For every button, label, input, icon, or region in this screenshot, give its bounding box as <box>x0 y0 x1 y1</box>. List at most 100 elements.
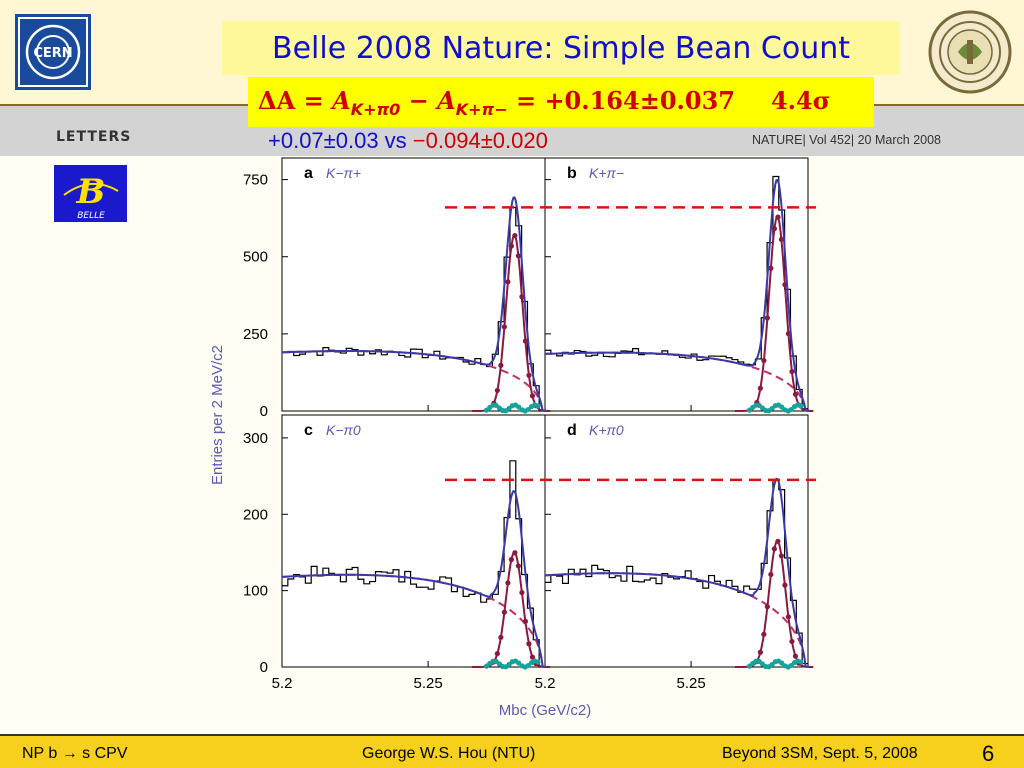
formula-a1: A <box>332 85 351 115</box>
signal-point <box>792 391 799 397</box>
signal-point <box>778 553 785 559</box>
letters-label: LETTERS <box>56 129 132 145</box>
signal-point <box>526 372 532 378</box>
signal-point <box>771 546 777 552</box>
signal-point <box>529 654 536 660</box>
panel-letter: c <box>304 422 313 439</box>
mbc-distribution-chart: 0 250 500 750 0 100 200 300 5.2 5.25 5.2 5.25 Entrie… <box>209 157 816 719</box>
formula-a2: A <box>437 85 456 115</box>
formula-equals: = <box>295 85 333 115</box>
footer-bar: NP b → s CPV George W.S. Hou (NTU) Beyon… <box>0 734 1024 768</box>
signal-point <box>522 618 529 624</box>
comparison-right: −0.094±0.020 <box>412 128 548 153</box>
signal-point <box>512 232 518 239</box>
formula-delta-a: ΔA <box>258 85 296 115</box>
panel-frame <box>544 414 809 668</box>
signal-point <box>529 393 536 399</box>
svg-text:B: B <box>76 172 106 212</box>
data-histogram <box>282 460 545 668</box>
asymmetry-formula: ΔA = AK+π0 − AK+π− = +0.164±0.037 4.4σ <box>258 86 830 119</box>
total-fit-curve <box>281 490 547 668</box>
data-histogram <box>545 479 808 665</box>
signal-point <box>768 571 774 578</box>
signal-point <box>761 631 767 637</box>
signal-point <box>775 538 781 544</box>
ntu-seal-icon <box>928 10 1012 94</box>
panel-mode-label: K+π0 <box>589 422 624 438</box>
cern-logo: CERN <box>15 14 91 90</box>
signal-point <box>512 550 518 556</box>
signal-point <box>778 236 785 243</box>
signal-point <box>785 614 792 620</box>
panel-letter: a <box>304 165 313 182</box>
panel-mode-label: K+π− <box>589 165 624 181</box>
signal-point <box>501 324 507 330</box>
belle-logo: B BELLE <box>54 165 127 222</box>
signal-point <box>768 265 774 271</box>
signal-point <box>789 638 795 645</box>
x-tick-label: 5.25 <box>677 675 706 692</box>
y-tick-label: 500 <box>243 249 268 266</box>
signal-point <box>498 634 504 640</box>
signal-point <box>519 589 525 596</box>
y-tick-label: 750 <box>243 172 268 189</box>
formula-significance: 4.4σ <box>770 85 831 115</box>
comparison-left: +0.07±0.03 vs <box>268 128 413 153</box>
signal-point <box>789 368 795 375</box>
signal-point <box>782 582 788 588</box>
panel-mode-label: K−π0 <box>326 422 361 438</box>
formula-minus: − <box>400 85 438 115</box>
data-histogram <box>282 206 545 412</box>
signal-point <box>764 315 770 321</box>
peaking-background-point <box>535 403 541 409</box>
signal-point <box>501 609 507 615</box>
peaking-background-point <box>798 403 804 409</box>
signal-point <box>508 556 514 563</box>
signal-point <box>519 294 525 300</box>
y-tick-label: 0 <box>260 403 268 420</box>
peaking-background-point <box>535 659 541 665</box>
panel-letter: d <box>567 422 577 439</box>
footer-event: Beyond 3SM, Sept. 5, 2008 <box>722 745 918 762</box>
x-tick-label: 5.2 <box>272 675 293 692</box>
signal-point <box>757 385 763 391</box>
total-fit-curve <box>281 196 547 412</box>
x-tick-label: 5.2 <box>535 675 556 692</box>
y-tick-label: 100 <box>243 583 268 600</box>
signal-point <box>522 338 529 344</box>
title-box: Belle 2008 Nature: Simple Bean Count <box>222 21 900 75</box>
signal-point <box>505 279 511 285</box>
x-tick-label: 5.25 <box>414 675 443 692</box>
signal-point <box>515 563 522 569</box>
x-axis-label: Mbc (GeV/c2) <box>499 702 592 719</box>
y-tick-label: 250 <box>243 326 268 343</box>
cern-logo-text: CERN <box>33 46 72 61</box>
signal-point <box>508 243 514 249</box>
panel-frame <box>281 157 546 412</box>
page-number: 6 <box>982 741 995 766</box>
peaking-background-point <box>798 659 804 665</box>
y-axis-label: Entries per 2 MeV/c2 <box>209 345 226 485</box>
signal-point <box>526 641 532 647</box>
signal-point <box>761 357 767 364</box>
panel-frame <box>281 414 546 668</box>
formula-sub-kpi: K+π− <box>455 99 508 119</box>
formula-sub-kpi0: K+π0 <box>350 99 401 119</box>
total-fit-curve <box>545 178 810 412</box>
comparison-text: +0.07±0.03 vs −0.094±0.020 <box>268 128 548 154</box>
formula-value: = +0.164±0.037 <box>507 85 735 115</box>
y-tick-label: 0 <box>260 659 268 676</box>
signal-point <box>792 653 799 659</box>
signal-point <box>505 580 511 586</box>
panel-mode-label: K−π+ <box>326 165 361 181</box>
formula-box: ΔA = AK+π0 − AK+π− = +0.164±0.037 4.4σ <box>248 77 874 127</box>
signal-point <box>757 649 763 655</box>
signal-point <box>515 253 522 259</box>
y-tick-label: 300 <box>243 430 268 447</box>
footer-author: George W.S. Hou (NTU) <box>362 745 536 762</box>
belle-logo-text: BELLE <box>77 211 105 221</box>
signal-point <box>494 387 500 394</box>
slide-title: Belle 2008 Nature: Simple Bean Count <box>272 30 850 66</box>
signal-point <box>494 650 500 657</box>
signal-point <box>764 604 770 610</box>
